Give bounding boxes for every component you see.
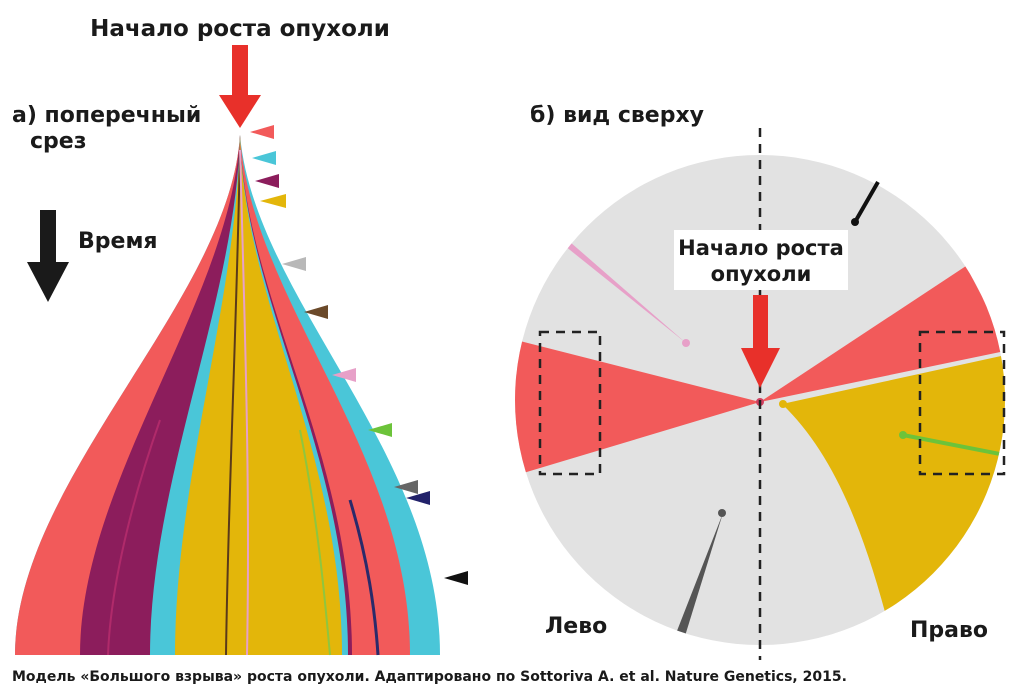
origin-arrow [219,45,261,128]
right-label: Право [910,618,988,643]
left-label: Лево [545,614,607,639]
mutation-markers [250,125,468,585]
panel-a-label: срез [30,129,87,154]
tumor-top-view [515,128,1006,660]
time-arrow [27,210,69,302]
tumor-cross-section [15,135,440,656]
panel-a-label: а) поперечный [12,103,201,128]
panel-b-label: б) вид сверху [530,103,704,128]
origin-label: Начало роста [678,236,844,260]
origin-label: Начало роста опухоли [90,16,390,42]
origin-label: опухоли [711,262,812,286]
caption: Модель «Большого взрыва» роста опухоли. … [12,669,847,684]
time-label: Время [78,229,158,254]
